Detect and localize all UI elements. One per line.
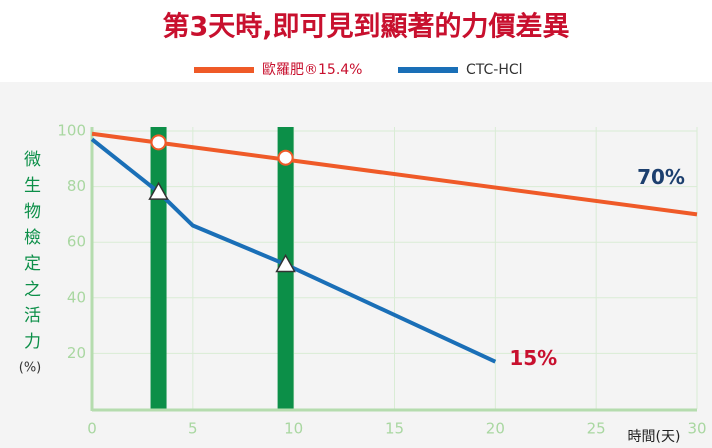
data-marker <box>150 134 167 151</box>
y-tick-label: 100 <box>57 122 86 140</box>
y-axis-label: 微生物檢定之活力 <box>20 150 41 358</box>
y-tick-label: 60 <box>67 233 86 251</box>
data-marker <box>275 253 296 273</box>
annotation: 15% <box>509 346 557 370</box>
y-axis-unit: (%) <box>19 361 42 376</box>
highlight-band <box>150 127 167 409</box>
header-background <box>0 0 712 82</box>
x-tick-label: 5 <box>188 420 198 438</box>
data-marker <box>277 149 294 166</box>
chart-title: 第3天時,即可見到顯著的力價差異 <box>162 11 569 43</box>
data-marker <box>148 181 169 200</box>
x-tick-label: 25 <box>587 420 606 438</box>
y-tick-label: 40 <box>67 288 86 306</box>
x-tick-label: 15 <box>385 420 404 438</box>
y-tick-label: 80 <box>67 177 86 195</box>
y-tick-label: 20 <box>67 344 86 362</box>
x-tick-label: 30 <box>687 420 706 438</box>
x-tick-label: 0 <box>87 420 97 438</box>
annotation: 70% <box>637 165 685 189</box>
data-line <box>91 131 698 217</box>
legend: 歐羅肥®15.4% CTC-HCl <box>194 62 523 78</box>
x-axis-label: 時間(天) <box>628 429 681 445</box>
data-line <box>90 137 497 364</box>
x-tick-label: 20 <box>486 420 505 438</box>
legend-label: 歐羅肥®15.4% <box>262 62 362 78</box>
x-tick-label: 10 <box>284 420 303 438</box>
legend-label: CTC-HCl <box>466 62 523 78</box>
